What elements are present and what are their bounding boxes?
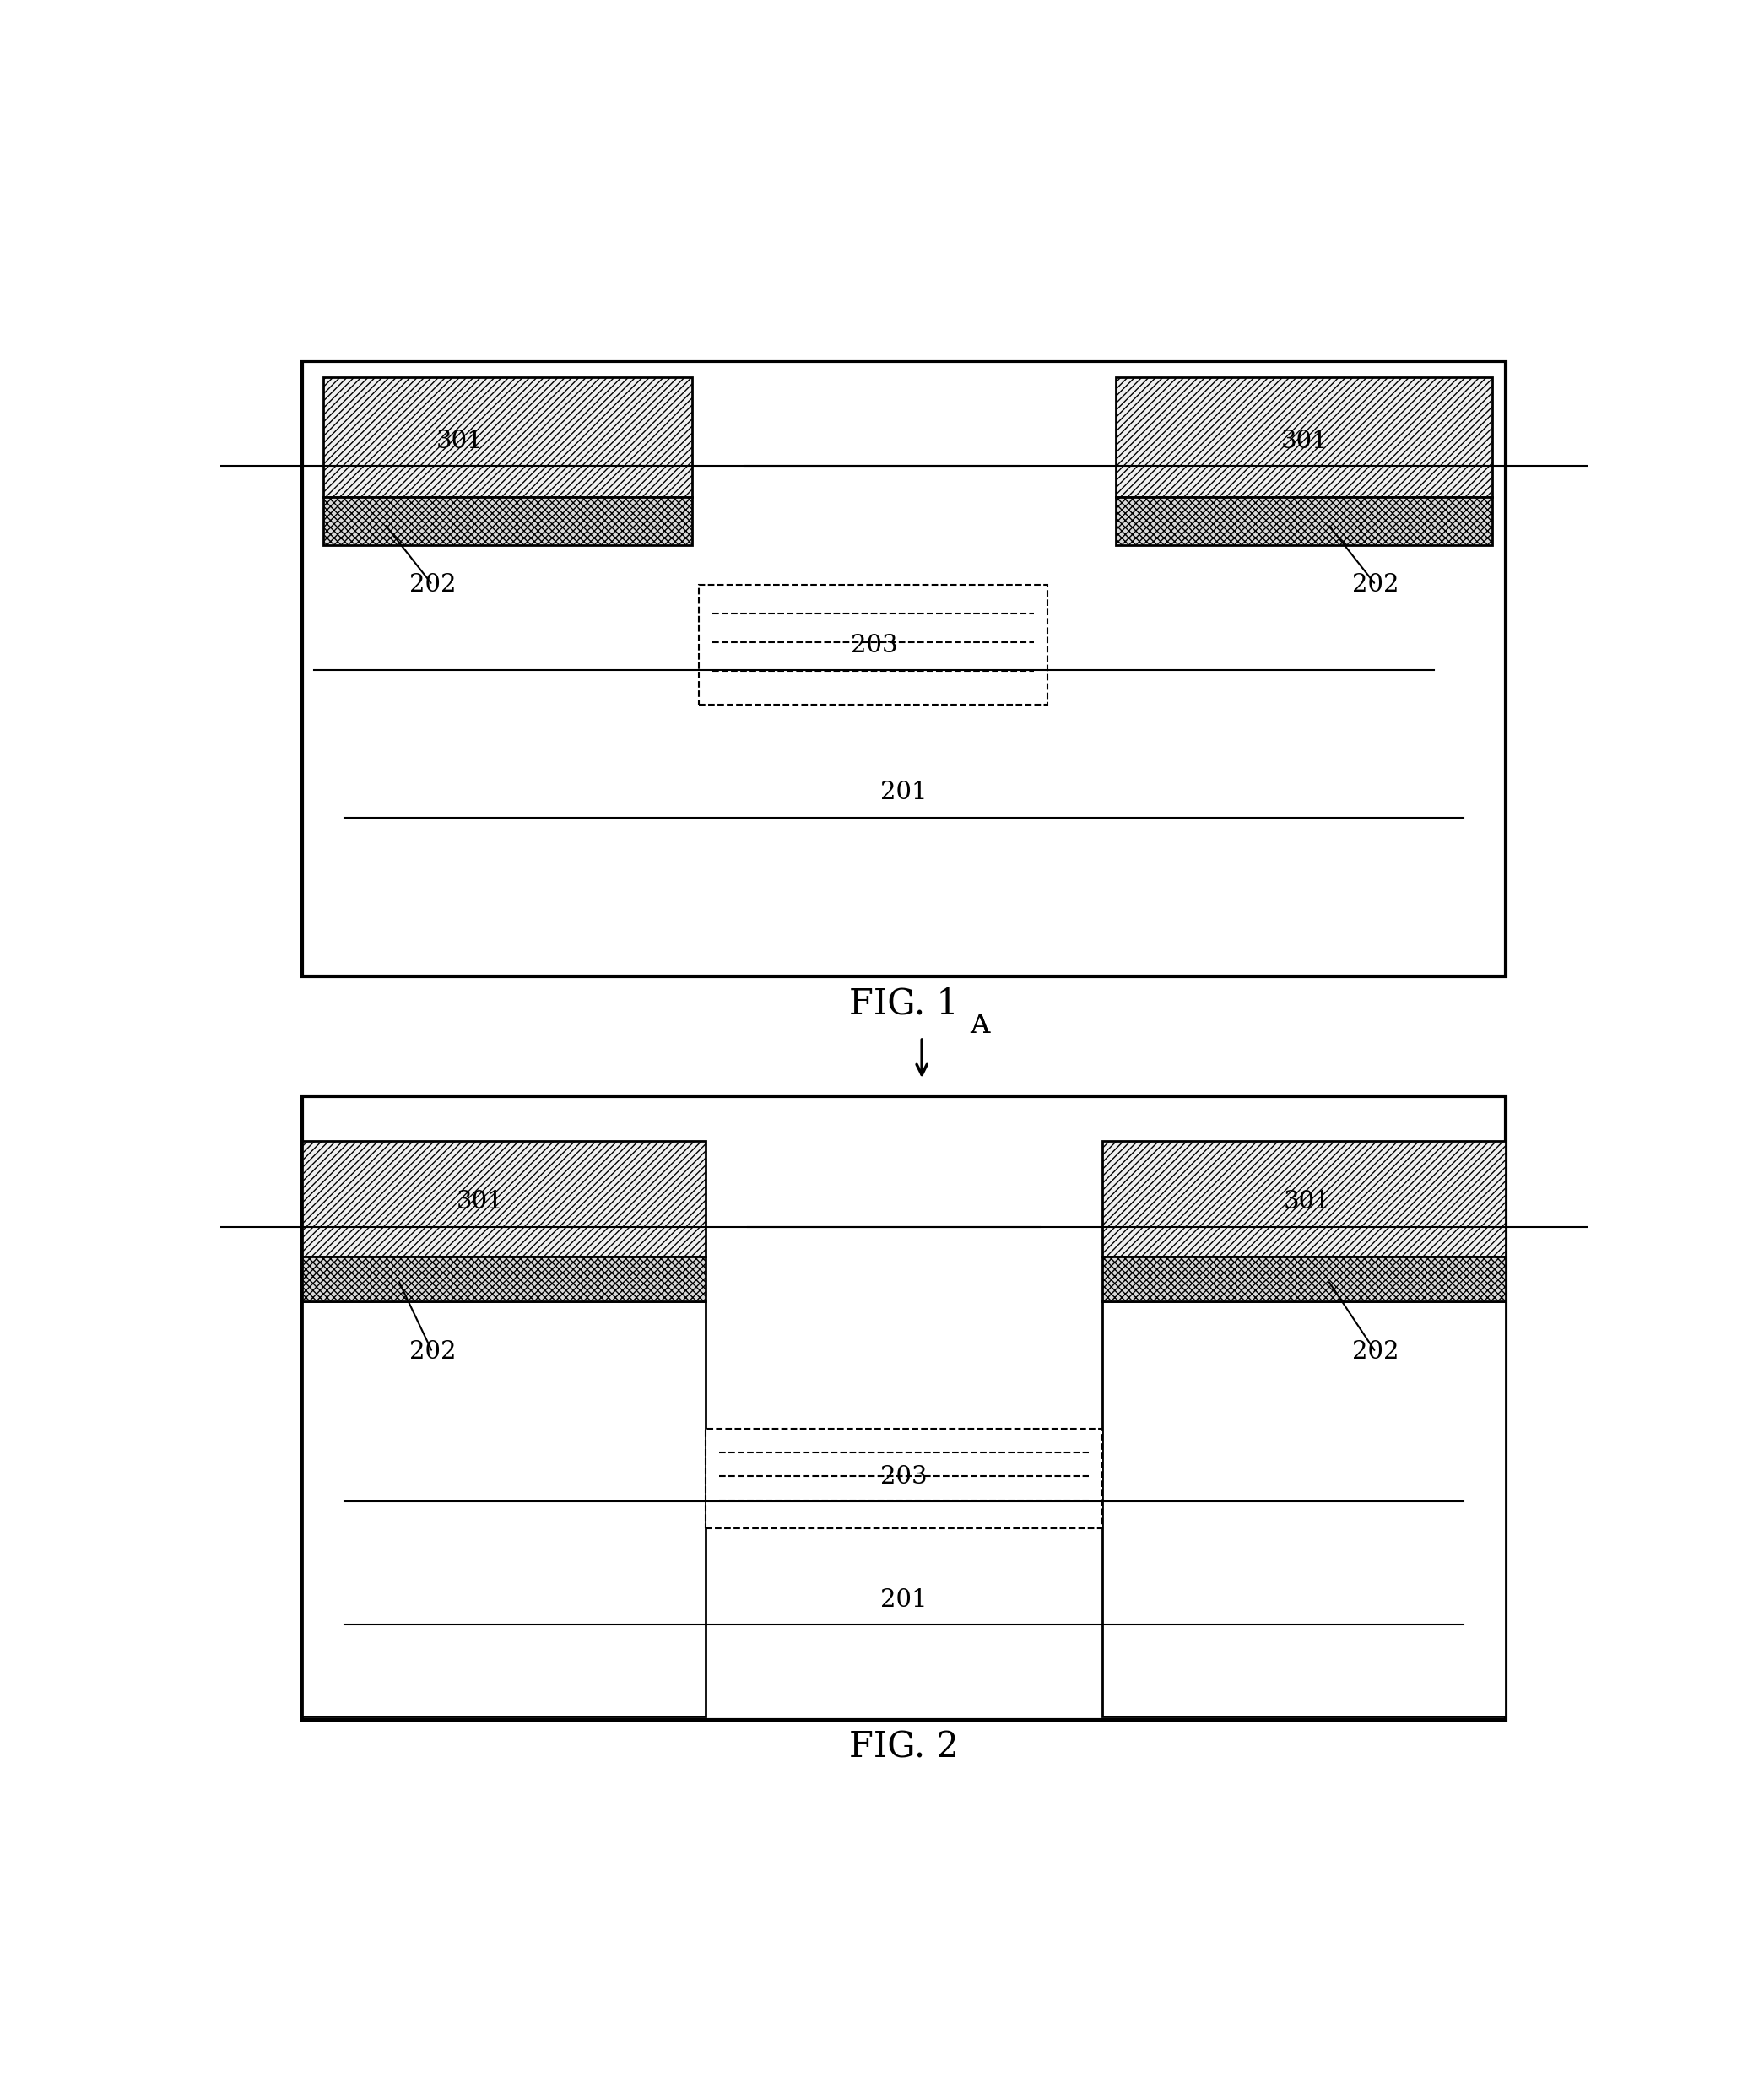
Bar xyxy=(323,496,691,544)
Text: A: A xyxy=(970,1013,990,1040)
Bar xyxy=(706,1428,1102,1528)
Text: 301: 301 xyxy=(436,430,483,453)
Text: 301: 301 xyxy=(1281,430,1328,453)
Bar xyxy=(699,585,1048,704)
Bar xyxy=(1102,1302,1505,1717)
Text: A: A xyxy=(970,1013,990,1040)
Text: 201: 201 xyxy=(880,1588,928,1611)
Text: 202: 202 xyxy=(1353,573,1399,596)
Text: 202: 202 xyxy=(409,1341,455,1364)
Text: 203: 203 xyxy=(880,1466,928,1488)
Text: 201: 201 xyxy=(880,781,928,803)
Bar xyxy=(1102,1256,1505,1302)
Bar xyxy=(303,1302,706,1717)
Text: FIG. 1: FIG. 1 xyxy=(848,986,960,1021)
Text: 202: 202 xyxy=(409,573,455,596)
Bar xyxy=(303,1096,1505,1719)
Bar xyxy=(1102,1142,1505,1256)
Text: 301: 301 xyxy=(1284,1190,1330,1214)
Bar xyxy=(1117,496,1492,544)
Bar xyxy=(303,1142,706,1256)
Bar xyxy=(303,361,1505,976)
Bar xyxy=(1117,378,1492,496)
Bar xyxy=(303,1256,706,1302)
Text: FIG. 2: FIG. 2 xyxy=(848,1729,960,1765)
Text: 203: 203 xyxy=(850,633,898,658)
Text: 301: 301 xyxy=(457,1190,505,1214)
Text: 202: 202 xyxy=(1353,1341,1399,1364)
Bar xyxy=(323,378,691,496)
